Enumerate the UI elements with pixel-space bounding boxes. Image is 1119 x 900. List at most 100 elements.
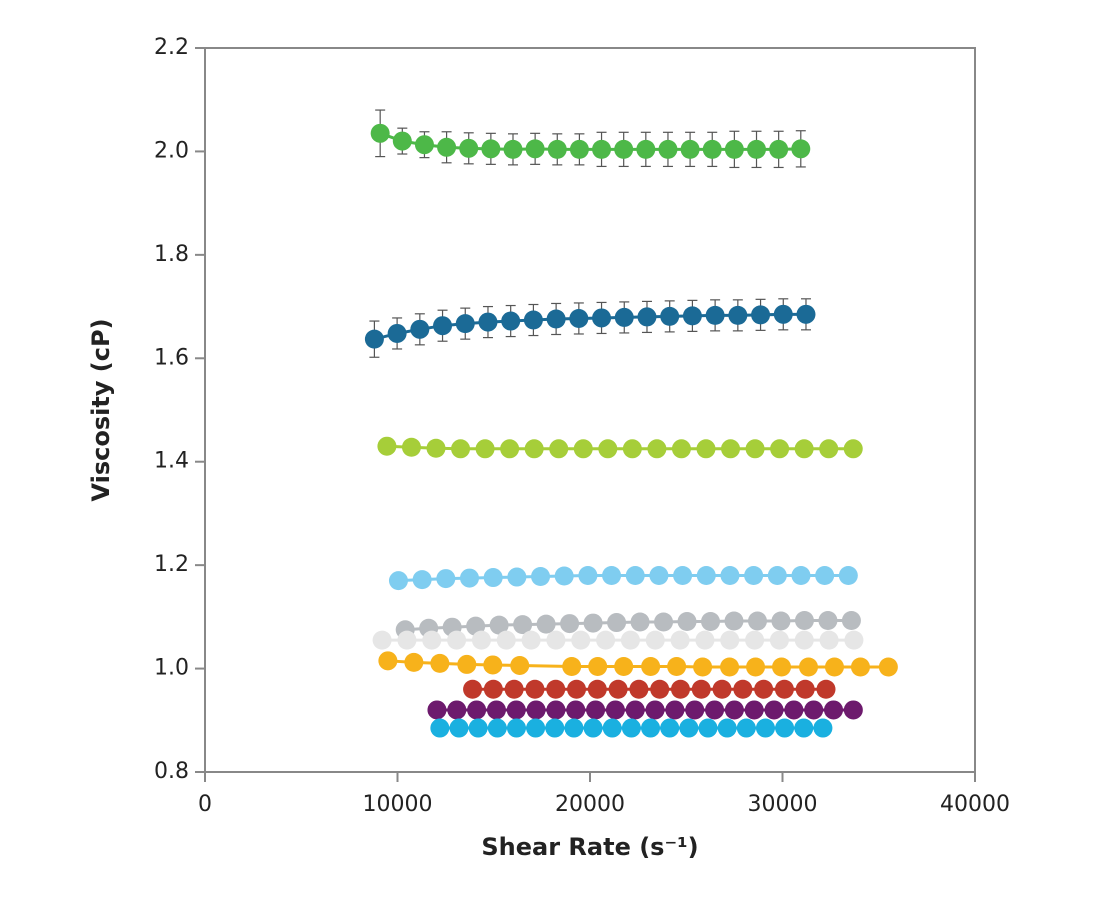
data-point [397, 630, 417, 650]
y-tick-label: 1.0 [154, 656, 189, 681]
data-point [773, 304, 793, 324]
data-point [592, 139, 612, 159]
data-point [824, 700, 844, 720]
data-point [447, 700, 467, 720]
data-point [667, 657, 687, 677]
data-point [545, 718, 565, 738]
data-point [447, 630, 467, 650]
data-point [649, 565, 669, 585]
data-point [745, 439, 765, 459]
data-point [701, 612, 721, 632]
data-point [526, 718, 546, 738]
data-point [702, 139, 722, 159]
data-point [586, 700, 606, 720]
data-point [536, 614, 556, 634]
data-point [614, 139, 634, 159]
data-point [637, 307, 657, 327]
data-point [696, 439, 716, 459]
data-point [578, 565, 598, 585]
data-point [636, 139, 656, 159]
data-point [467, 700, 487, 720]
data-point [506, 718, 526, 738]
data-point [564, 718, 584, 738]
data-point [705, 700, 725, 720]
data-point [645, 630, 665, 650]
data-point [401, 437, 421, 457]
data-point [724, 611, 744, 631]
data-point [720, 630, 740, 650]
y-tick-label: 1.8 [154, 242, 189, 267]
data-point [605, 700, 625, 720]
data-point [571, 630, 591, 650]
data-point [412, 570, 432, 590]
data-point [620, 630, 640, 650]
data-point [546, 700, 566, 720]
data-point [524, 439, 544, 459]
data-point [819, 439, 839, 459]
data-point [608, 679, 628, 699]
data-point [696, 565, 716, 585]
data-point [457, 654, 477, 674]
data-point [546, 679, 566, 699]
x-tick-label: 0 [198, 792, 212, 817]
data-point [569, 308, 589, 328]
data-point [721, 439, 741, 459]
data-point [691, 679, 711, 699]
data-point [459, 568, 479, 588]
data-point [698, 718, 718, 738]
data-point [660, 306, 680, 326]
data-point [569, 139, 589, 159]
data-point [824, 657, 844, 677]
data-point [478, 312, 498, 332]
y-tick-label: 0.8 [154, 759, 189, 784]
data-point [513, 615, 533, 635]
data-point [388, 571, 408, 591]
data-point [850, 657, 870, 677]
data-point [501, 311, 521, 331]
data-point [587, 679, 607, 699]
data-point [573, 439, 593, 459]
data-point [818, 610, 838, 630]
data-point [592, 308, 612, 328]
data-point [500, 439, 520, 459]
data-point [770, 439, 790, 459]
data-point [641, 657, 661, 677]
data-point [693, 657, 713, 677]
data-point [772, 657, 792, 677]
data-point [422, 630, 442, 650]
data-point [562, 657, 582, 677]
data-point [815, 565, 835, 585]
data-point [720, 657, 740, 677]
data-point [451, 439, 471, 459]
data-point [414, 135, 434, 155]
x-tick-label: 30000 [748, 792, 818, 817]
y-tick-label: 2.0 [154, 138, 189, 163]
data-point [682, 306, 702, 326]
data-point [489, 615, 509, 635]
data-point [614, 657, 634, 677]
data-point [841, 610, 861, 630]
data-point [813, 718, 833, 738]
data-point [459, 138, 479, 158]
data-point [481, 139, 501, 159]
data-point [560, 614, 580, 634]
data-point [503, 139, 523, 159]
data-point [468, 718, 488, 738]
data-point [798, 657, 818, 677]
data-point [746, 657, 766, 677]
data-point [724, 139, 744, 159]
data-point [728, 305, 748, 325]
data-point [670, 679, 690, 699]
data-point [775, 718, 795, 738]
data-point [843, 439, 863, 459]
data-point [427, 700, 447, 720]
data-point [521, 630, 541, 650]
data-point [496, 630, 516, 650]
data-point [370, 123, 390, 143]
data-point [525, 679, 545, 699]
data-point [629, 679, 649, 699]
data-point [504, 679, 524, 699]
data-point [654, 612, 674, 632]
data-point [791, 139, 811, 159]
